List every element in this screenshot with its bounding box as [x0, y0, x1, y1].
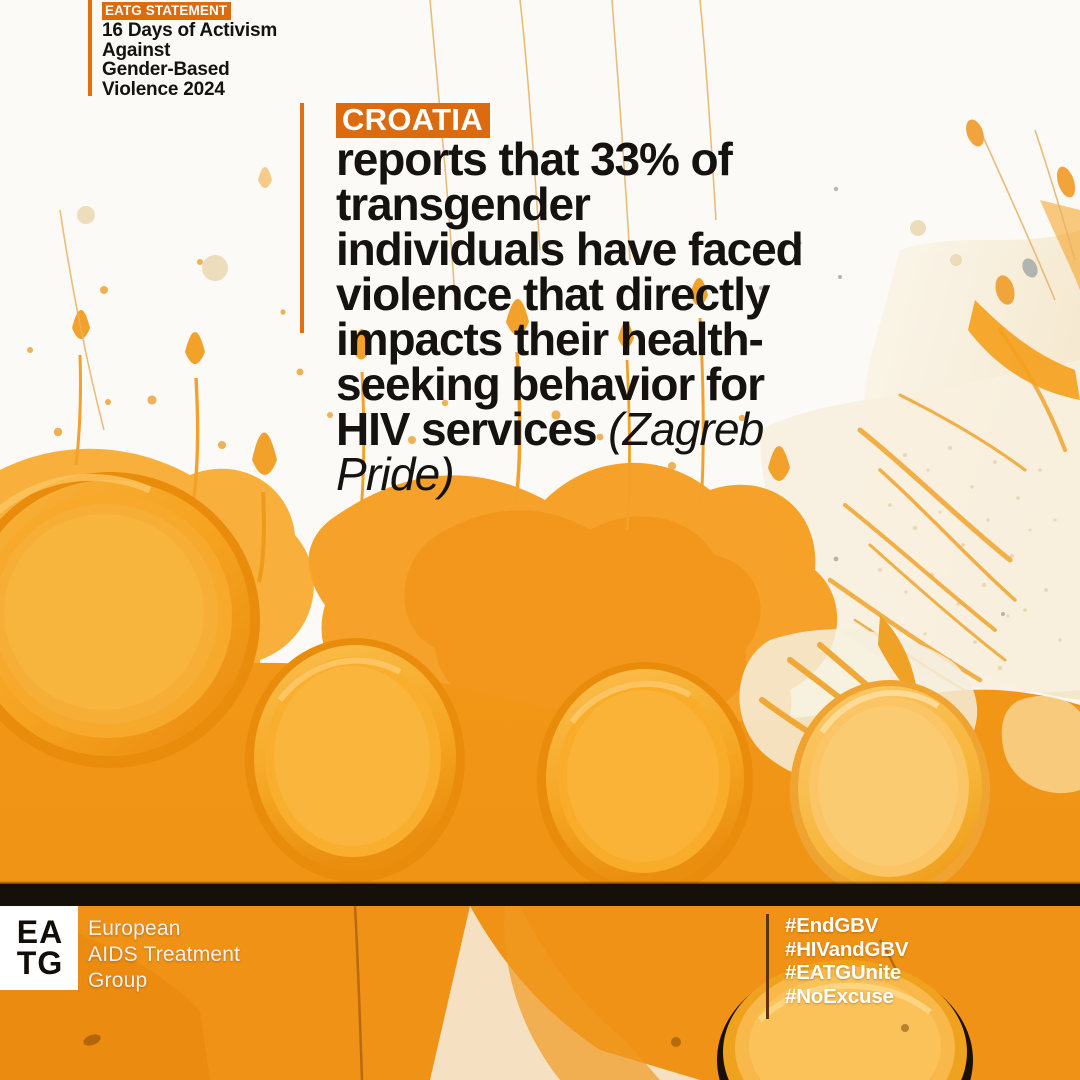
eatg-logo-mark: EA TG: [16, 914, 64, 981]
headline-content: CROATIA reports that 33% of transgender …: [336, 103, 820, 497]
poster-footer: EA TG European AIDS Treatment Group #End…: [0, 906, 1080, 1080]
eatg-statement-badge: EATG STATEMENT: [102, 2, 232, 20]
campaign-title: 16 Days of Activism Against Gender-Based…: [102, 20, 278, 100]
headline-accent-rule: [300, 103, 304, 333]
hashtag-item: #EATGUnite: [785, 961, 902, 984]
headline-source: (Zagreb Pride): [336, 403, 764, 500]
headline-statement-text: reports that 33% of transgender individu…: [336, 133, 804, 455]
hashtag-item: #EndGBV: [785, 914, 879, 937]
hashtag-list: #EndGBV #HIVandGBV #EATGUnite #NoExcuse: [766, 914, 909, 1019]
statement-header: EATG STATEMENT 16 Days of Activism Again…: [88, 0, 278, 100]
hashtag-item: #NoExcuse: [785, 984, 894, 1008]
eatg-logo: EA TG: [0, 906, 78, 990]
organisation-name: European AIDS Treatment Group: [88, 917, 241, 992]
headline-statement: reports that 33% of transgender individu…: [336, 136, 806, 500]
headline-block: CROATIA reports that 33% of transgender …: [300, 103, 820, 497]
country-badge: CROATIA: [336, 103, 491, 138]
hashtag-item: #HIVandGBV: [785, 937, 909, 961]
footer-divider: [0, 881, 1080, 906]
